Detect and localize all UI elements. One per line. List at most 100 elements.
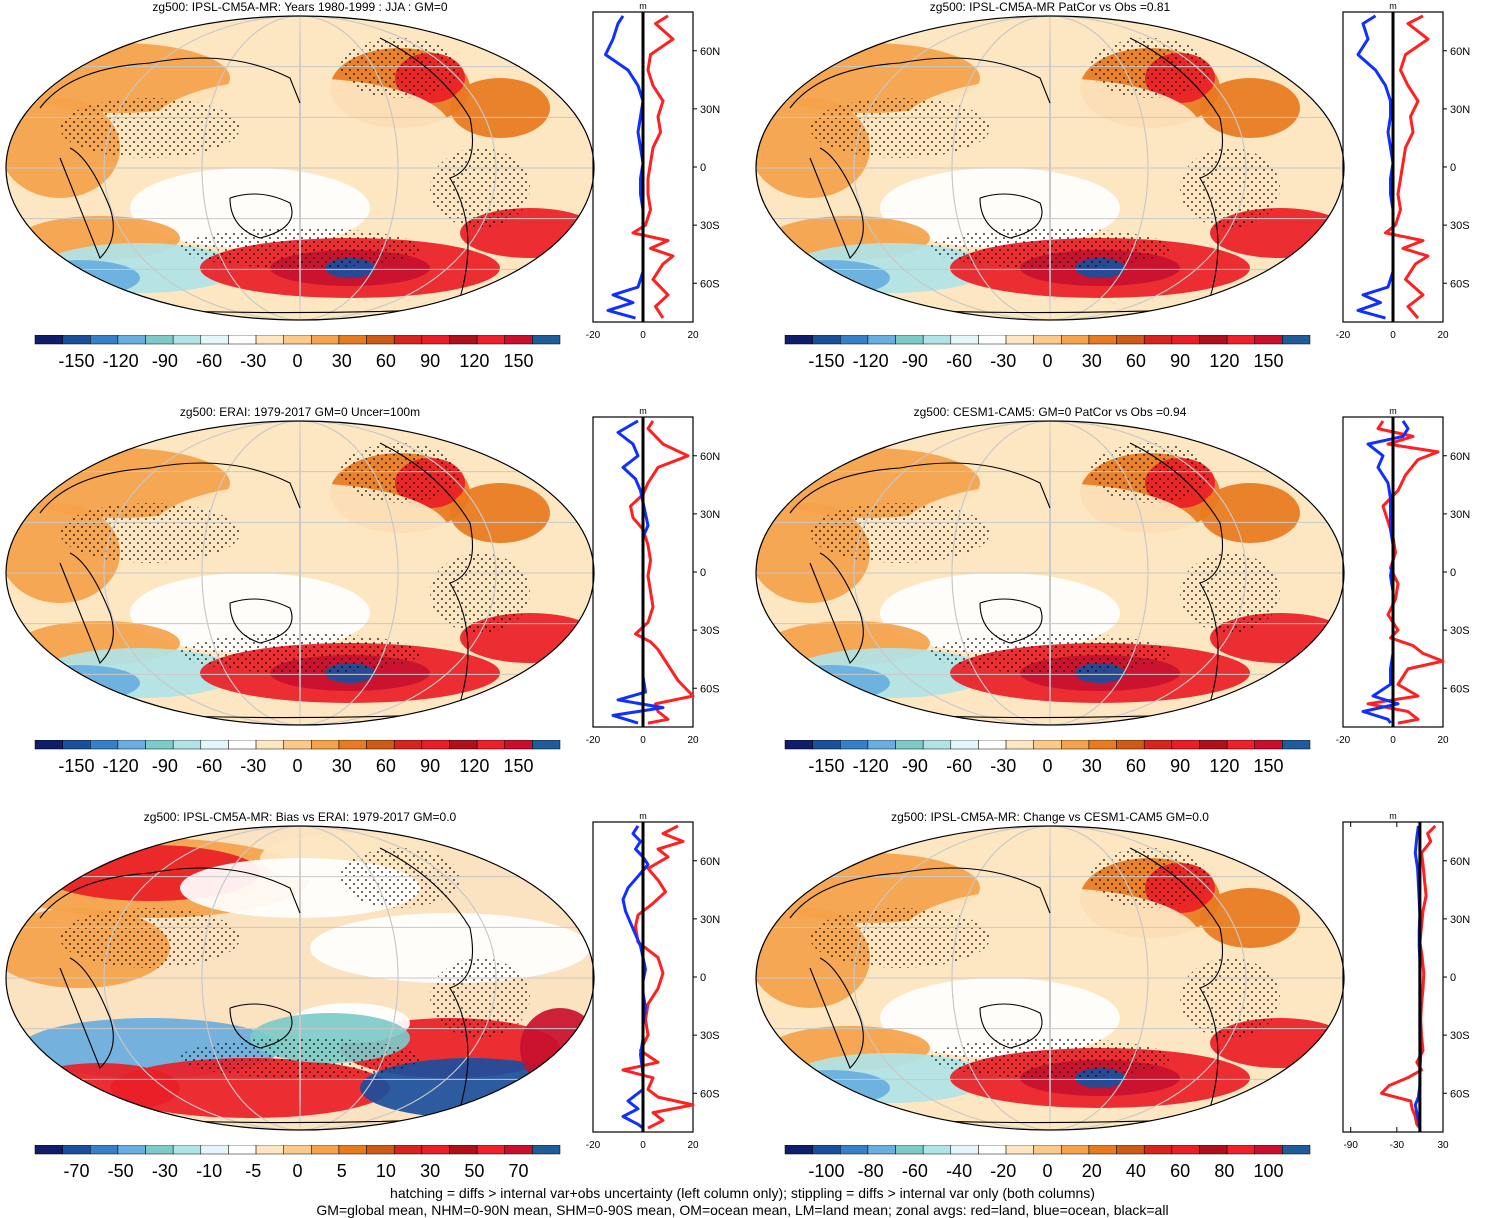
colorbar-svg: -150 -120 -90 -60 -30 0 30 60 90 120 150	[34, 740, 561, 776]
colorbar-swatch	[895, 335, 924, 345]
colorbar-swatch	[1005, 1145, 1034, 1155]
colorbar-label: -120	[853, 756, 889, 776]
stippling	[810, 98, 990, 158]
lat-tick-label: 30S	[700, 220, 720, 232]
colorbar-label: 40	[1126, 1161, 1146, 1181]
lat-tick-label: 30N	[1450, 104, 1470, 116]
colorbar-swatch	[366, 1145, 395, 1155]
colorbar-swatch	[1282, 740, 1311, 750]
colorbar-swatch	[922, 740, 952, 750]
map-outline	[5, 825, 595, 1131]
colorbar-swatch	[1171, 335, 1200, 345]
colorbar-swatch	[1199, 1145, 1228, 1155]
colorbar-label: 90	[420, 756, 440, 776]
x-tick-label: -20	[586, 735, 601, 746]
colorbar-swatch	[950, 740, 979, 750]
lat-tick-label: 60S	[1450, 683, 1470, 695]
lat-tick-label: 30N	[700, 104, 720, 116]
x-tick-label: 20	[687, 735, 699, 746]
x-tick-label: -90	[1343, 1140, 1358, 1151]
colorbar-label: 60	[376, 351, 396, 371]
lat-tick-label: 0	[700, 162, 706, 174]
colorbar-swatch	[532, 335, 561, 345]
panel-title: zg500: ERAI: 1979-2017 GM=0 Uncer=100m	[179, 405, 421, 419]
stippling	[340, 848, 460, 908]
x-tick-label: 0	[640, 330, 646, 341]
colorbar-label: -60	[902, 1161, 928, 1181]
colorbar-label: -30	[240, 351, 266, 371]
footer-line-2: GM=global mean, NHM=0-90N mean, SHM=0-90…	[316, 1202, 1169, 1218]
colorbar-swatch	[255, 1145, 284, 1155]
colorbar-swatch	[145, 335, 174, 345]
colorbar-swatch	[1143, 335, 1173, 345]
map-svg	[755, 420, 1345, 726]
panel-6: zg500: IPSL-CM5A-MR: Change vs CESM1-CAM…	[750, 810, 1485, 1181]
colorbar-swatch	[90, 335, 119, 345]
footer-line-1: hatching = diffs > internal var+obs unce…	[390, 1185, 1095, 1201]
colorbar-label: -90	[152, 351, 178, 371]
panel-4: zg500: CESM1-CAM5: GM=0 PatCor vs Obs =0…	[750, 405, 1485, 805]
stippling	[340, 443, 460, 503]
colorbar-swatch	[867, 1145, 896, 1155]
colorbar-swatch	[1116, 1145, 1145, 1155]
lat-tick-label: 60N	[700, 856, 720, 868]
zonal-svg: m 60N 30N 0 30S 60S -20 0 20	[586, 406, 720, 746]
colorbar-svg: -150 -120 -90 -60 -30 0 30 60 90 120 150	[784, 740, 1311, 776]
colorbar-label: -150	[808, 351, 844, 371]
colorbar-label: -90	[902, 756, 928, 776]
map-outline	[5, 15, 595, 321]
colorbar-swatch	[283, 740, 312, 750]
graticule	[756, 826, 1344, 1130]
panel-title: zg500: CESM1-CAM5: GM=0 PatCor vs Obs =0…	[913, 405, 1187, 419]
colorbar-label: 0	[292, 351, 302, 371]
colorbar-label: 90	[1170, 756, 1190, 776]
lat-tick-label: 30S	[700, 625, 720, 637]
colorbar-label: 5	[337, 1161, 347, 1181]
stippling	[1180, 553, 1280, 633]
colorbar-swatch	[1226, 335, 1255, 345]
colorbar-swatch	[1143, 1145, 1173, 1155]
colorbar-swatch	[476, 740, 505, 750]
field-contour	[770, 260, 890, 296]
colorbar-swatch	[200, 1145, 229, 1155]
lat-tick-label: 0	[700, 972, 706, 984]
lat-tick-label: 0	[1450, 567, 1456, 579]
colorbar-swatch	[338, 1145, 367, 1155]
colorbar-swatch	[1254, 1145, 1283, 1155]
zonal-series-ocean	[1361, 420, 1410, 724]
colorbar-swatch	[1116, 335, 1145, 345]
colorbar-label: 90	[420, 351, 440, 371]
colorbar-swatch	[34, 335, 63, 345]
field-contour	[880, 978, 1120, 1058]
colorbar-swatch	[172, 335, 202, 345]
colorbar-label: 150	[1254, 351, 1284, 371]
map-field	[6, 16, 594, 320]
x-tick-label: -30	[1390, 1140, 1405, 1151]
stippling	[430, 958, 530, 1038]
colorbar-label: -60	[196, 351, 222, 371]
colorbar-swatch	[532, 1145, 561, 1155]
colorbar-label: -40	[946, 1161, 972, 1181]
colorbar-swatch	[978, 740, 1007, 750]
x-tick-label: 30	[1437, 1140, 1449, 1151]
colorbar-swatch	[840, 335, 869, 345]
colorbar-swatch	[1088, 335, 1117, 345]
graticule	[6, 16, 594, 320]
zonal-series-land	[1366, 420, 1445, 725]
colorbar-swatch	[117, 740, 146, 750]
colorbar-swatch	[311, 740, 340, 750]
colorbar-swatch	[1005, 740, 1034, 750]
colorbar-swatch	[950, 335, 979, 345]
colorbar-swatch	[228, 335, 257, 345]
colorbar-label: -150	[58, 351, 94, 371]
colorbar-label: 70	[509, 1161, 529, 1181]
colorbar-swatch	[255, 740, 284, 750]
colorbar-swatch	[255, 335, 284, 345]
colorbar-swatch	[393, 335, 423, 345]
field-contour	[450, 483, 550, 543]
colorbar-label: 120	[1209, 351, 1239, 371]
field-contour	[770, 665, 890, 701]
colorbar-swatch	[62, 335, 91, 345]
colorbar-svg: -150 -120 -90 -60 -30 0 30 60 90 120 150	[34, 335, 561, 371]
colorbar-label: -30	[240, 756, 266, 776]
